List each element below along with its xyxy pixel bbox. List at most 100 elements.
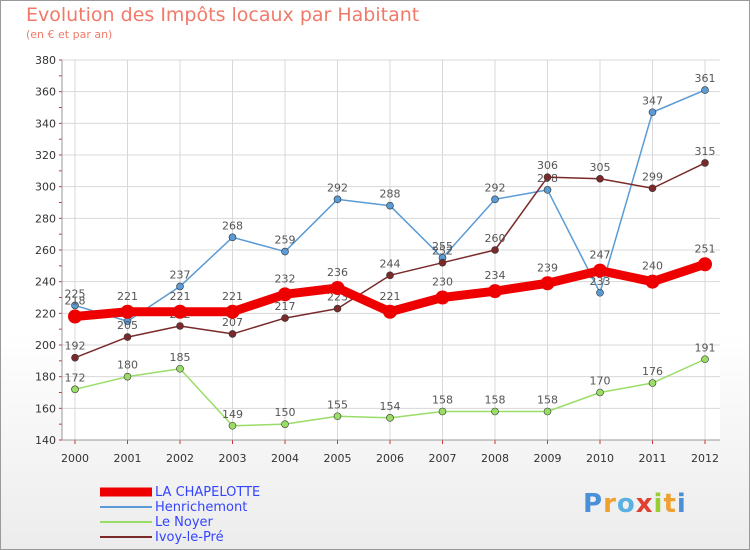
data-label-henrichemont: 233 <box>590 275 611 288</box>
y-tick-label-220: 220 <box>35 307 56 320</box>
x-tick-label-2005: 2005 <box>324 452 352 465</box>
data-label-henrichemont: 268 <box>222 219 243 232</box>
data-point-le-noyer <box>333 412 342 421</box>
proxiti-logo: Proxiti <box>583 489 687 519</box>
y-tick-label-160: 160 <box>35 402 56 415</box>
data-point-henrichemont <box>228 233 237 242</box>
data-label-le-noyer: 170 <box>590 375 611 388</box>
data-label-la-chapelotte: 239 <box>537 261 558 274</box>
data-point-la-chapelotte <box>68 309 82 324</box>
data-point-henrichemont <box>648 108 657 117</box>
data-point-ivoy-le-pre <box>176 322 184 330</box>
logo-letter: r <box>603 489 617 519</box>
y-tick-label-360: 360 <box>35 86 56 99</box>
data-label-le-noyer: 158 <box>485 394 506 407</box>
data-label-le-noyer: 154 <box>380 400 401 413</box>
data-point-henrichemont <box>543 186 552 194</box>
data-label-ivoy-le-pre: 305 <box>590 161 611 174</box>
data-point-le-noyer <box>281 420 289 428</box>
x-tick-label-2008: 2008 <box>481 452 509 465</box>
data-label-le-noyer: 155 <box>327 398 348 411</box>
logo-letter: i <box>653 489 664 519</box>
data-label-henrichemont: 292 <box>485 181 506 194</box>
x-tick-label-2011: 2011 <box>639 452 667 465</box>
y-tick-label-300: 300 <box>35 181 56 194</box>
legend-label-ivoy-le-pre: Ivoy-le-Pré <box>155 530 224 545</box>
data-label-ivoy-le-pre: 205 <box>117 319 138 332</box>
data-label-ivoy-le-pre: 207 <box>222 316 243 329</box>
data-point-le-noyer <box>438 407 447 416</box>
data-label-le-noyer: 149 <box>222 408 243 421</box>
data-label-la-chapelotte: 232 <box>275 272 296 285</box>
x-tick-label-2000: 2000 <box>61 452 89 465</box>
data-point-la-chapelotte <box>383 304 397 319</box>
legend-label-le-noyer: Le Noyer <box>155 515 213 530</box>
data-label-le-noyer: 176 <box>642 365 663 378</box>
x-tick-label-2002: 2002 <box>166 452 194 465</box>
data-point-ivoy-le-pre <box>386 271 394 280</box>
x-tick-label-2006: 2006 <box>376 452 404 465</box>
data-label-le-noyer: 158 <box>537 394 558 407</box>
x-tick-label-2012: 2012 <box>691 452 719 465</box>
data-point-le-noyer <box>596 388 604 397</box>
y-tick-label-140: 140 <box>35 434 56 447</box>
data-point-henrichemont <box>386 201 394 210</box>
y-tick-label-260: 260 <box>35 244 56 257</box>
data-label-henrichemont: 255 <box>432 240 453 253</box>
y-tick-label-200: 200 <box>35 339 56 352</box>
x-tick-label-2003: 2003 <box>219 452 247 465</box>
data-point-ivoy-le-pre <box>123 333 132 341</box>
data-point-ivoy-le-pre <box>228 330 237 338</box>
data-point-henrichemont <box>333 195 342 204</box>
data-label-le-noyer: 185 <box>170 351 191 364</box>
data-point-henrichemont <box>176 282 184 291</box>
data-label-ivoy-le-pre: 217 <box>275 300 296 313</box>
data-label-ivoy-le-pre: 315 <box>695 145 716 158</box>
y-tick-label-380: 380 <box>35 54 56 67</box>
data-point-la-chapelotte <box>435 290 450 305</box>
data-point-la-chapelotte <box>540 276 555 291</box>
data-label-henrichemont: 259 <box>275 234 296 247</box>
data-point-la-chapelotte <box>278 287 292 302</box>
logo-letter: i <box>676 489 687 519</box>
data-label-le-noyer: 191 <box>695 341 716 354</box>
data-label-la-chapelotte: 221 <box>117 290 138 303</box>
data-label-la-chapelotte: 236 <box>327 266 348 279</box>
data-label-la-chapelotte: 218 <box>65 295 86 308</box>
data-point-ivoy-le-pre <box>333 304 342 313</box>
data-label-le-noyer: 172 <box>65 371 86 384</box>
logo-letter: P <box>583 489 604 519</box>
data-point-le-noyer <box>228 421 237 430</box>
data-point-ivoy-le-pre <box>701 159 709 167</box>
data-label-henrichemont: 347 <box>642 94 663 107</box>
data-point-le-noyer <box>543 407 552 416</box>
data-label-le-noyer: 158 <box>432 394 453 407</box>
logo-letter: x <box>635 489 654 519</box>
data-point-le-noyer <box>701 355 709 364</box>
data-point-la-chapelotte <box>225 304 240 319</box>
data-point-le-noyer <box>648 379 657 387</box>
y-tick-label-280: 280 <box>35 212 56 225</box>
data-label-ivoy-le-pre: 244 <box>380 257 401 270</box>
data-label-la-chapelotte: 240 <box>642 260 663 273</box>
y-tick-label-240: 240 <box>35 276 56 289</box>
data-label-ivoy-le-pre: 192 <box>65 340 86 353</box>
x-tick-label-2004: 2004 <box>271 452 299 465</box>
data-label-la-chapelotte: 221 <box>170 290 191 303</box>
x-tick-label-2010: 2010 <box>586 452 614 465</box>
data-point-le-noyer <box>491 407 499 416</box>
data-point-la-chapelotte <box>698 257 712 272</box>
data-label-ivoy-le-pre: 260 <box>485 232 506 245</box>
data-point-la-chapelotte <box>120 304 135 319</box>
data-point-le-noyer <box>123 372 132 381</box>
data-label-ivoy-le-pre: 252 <box>432 245 453 258</box>
data-label-henrichemont: 288 <box>380 188 401 201</box>
data-point-la-chapelotte <box>645 274 660 289</box>
data-point-la-chapelotte <box>488 284 502 299</box>
data-point-henrichemont <box>491 195 499 204</box>
data-point-la-chapelotte <box>593 263 607 278</box>
legend-label-la-chapelotte: LA CHAPELOTTE <box>155 485 261 500</box>
data-point-henrichemont <box>701 86 709 94</box>
data-point-le-noyer <box>386 414 394 422</box>
